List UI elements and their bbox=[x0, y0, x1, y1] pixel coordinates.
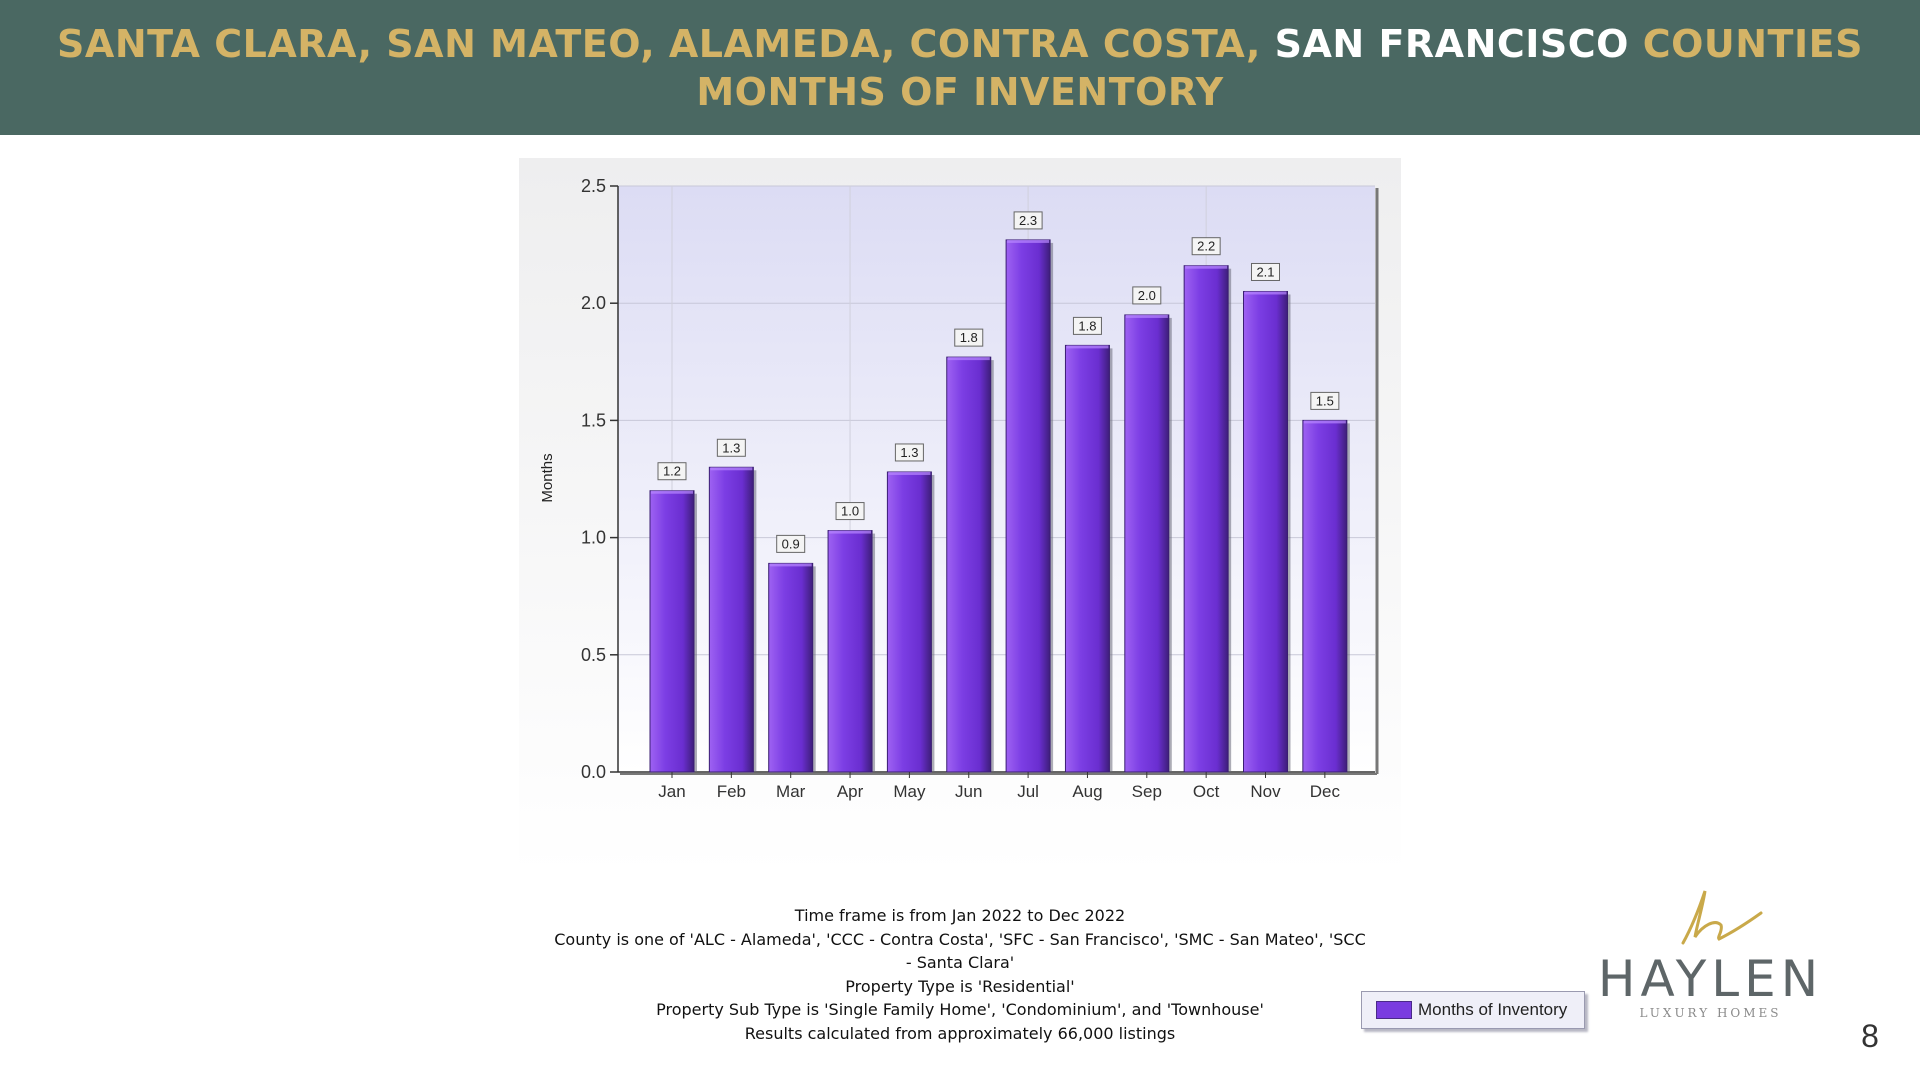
x-tick-label: Mar bbox=[776, 782, 806, 801]
y-axis-title: Months bbox=[539, 453, 556, 502]
bar-top-highlight bbox=[1125, 314, 1168, 318]
data-label: 1.8 bbox=[960, 330, 978, 345]
data-label-box bbox=[1072, 316, 1102, 335]
data-label: 2.3 bbox=[1019, 213, 1037, 228]
title-san-francisco: SAN FRANCISCO bbox=[1274, 21, 1629, 66]
title-banner: SANTA CLARA, SAN MATEO, ALAMEDA, CONTRA … bbox=[0, 0, 1920, 135]
x-tick-label: Nov bbox=[1250, 782, 1281, 801]
bar bbox=[1124, 314, 1170, 773]
data-label-box bbox=[1013, 211, 1043, 230]
data-label-box bbox=[1191, 237, 1221, 256]
bar bbox=[768, 562, 814, 773]
bar bbox=[1302, 419, 1348, 773]
legend-label: Months of Inventory bbox=[1418, 1000, 1568, 1019]
note-results: Results calculated from approximately 66… bbox=[744, 1023, 1176, 1043]
x-tick-label: Jan bbox=[658, 782, 685, 801]
data-label-box bbox=[894, 443, 924, 462]
bar-top-highlight bbox=[829, 530, 872, 534]
data-label-box bbox=[1310, 391, 1340, 410]
data-label: 1.3 bbox=[900, 445, 918, 460]
note-property-subtype: Property Sub Type is 'Single Family Home… bbox=[656, 1000, 1264, 1019]
bar-top-highlight bbox=[651, 490, 693, 494]
y-tick-label: 0.5 bbox=[581, 645, 606, 665]
data-label-box bbox=[776, 534, 806, 553]
data-label-box bbox=[835, 502, 865, 521]
y-tick-label: 1.0 bbox=[581, 528, 606, 548]
bar-top-highlight bbox=[769, 563, 812, 567]
chart-panel: 0.0 0.5 1.0 1.5 2.0 2.5 1.2 Jan 1.3 Feb 0.9 Mar 1.0 A… bbox=[519, 158, 1585, 1029]
x-tick-label: Feb bbox=[717, 782, 746, 801]
data-label: 1.5 bbox=[1316, 393, 1334, 408]
page-subtitle: MONTHS OF INVENTORY bbox=[696, 69, 1224, 114]
logo-name: HAYLEN bbox=[1597, 950, 1824, 1008]
data-label-box bbox=[716, 438, 746, 457]
data-label: 1.2 bbox=[663, 464, 681, 479]
bar-top-highlight bbox=[947, 357, 990, 361]
bar bbox=[827, 530, 873, 773]
x-tick-label: Jul bbox=[1017, 782, 1039, 801]
bar-top-highlight bbox=[888, 471, 931, 475]
note-county-cont: - Santa Clara' bbox=[905, 953, 1015, 972]
data-label-box bbox=[954, 328, 984, 347]
data-label-box bbox=[1251, 262, 1280, 281]
data-label-box bbox=[1132, 286, 1162, 305]
bar-top-highlight bbox=[1066, 345, 1109, 349]
bar-top-highlight bbox=[1007, 239, 1050, 243]
data-label: 2.2 bbox=[1197, 239, 1215, 254]
chart-notes: Time frame is from Jan 2022 to Dec 2022 … bbox=[520, 904, 1400, 1045]
bar-top-highlight bbox=[1303, 420, 1346, 424]
data-label-box bbox=[657, 462, 687, 481]
bar-chart: 0.0 0.5 1.0 1.5 2.0 2.5 1.2 Jan 1.3 Feb 0.9 Mar 1.0 A… bbox=[539, 176, 1379, 801]
logo-subtitle: LUXURY HOMES bbox=[1639, 1006, 1782, 1020]
bar bbox=[1183, 265, 1229, 773]
bar bbox=[708, 466, 754, 773]
note-county: County is one of 'ALC - Alameda', 'CCC -… bbox=[554, 929, 1366, 949]
bar bbox=[886, 471, 932, 773]
x-tick-label: Apr bbox=[837, 782, 864, 801]
bar bbox=[649, 490, 695, 773]
x-tick-label: Jun bbox=[955, 782, 982, 801]
x-tick-label: Oct bbox=[1193, 782, 1220, 801]
chart-legend: Months of Inventory bbox=[1361, 991, 1585, 1029]
title-counties-suffix: COUNTIES bbox=[1628, 21, 1863, 66]
data-label: 2.1 bbox=[1256, 264, 1274, 279]
x-tick-label: May bbox=[893, 782, 926, 801]
title-counties: SANTA CLARA, SAN MATEO, ALAMEDA, CONTRA … bbox=[57, 21, 1275, 66]
y-tick-label: 2.0 bbox=[581, 293, 606, 313]
bar-top-highlight bbox=[1244, 291, 1287, 295]
bar bbox=[946, 356, 992, 773]
note-property-type: Property Type is 'Residential' bbox=[845, 976, 1075, 996]
x-tick-label: Sep bbox=[1132, 782, 1162, 801]
x-tick-label: Aug bbox=[1072, 782, 1102, 801]
bar bbox=[1005, 239, 1051, 773]
bar bbox=[1243, 290, 1288, 773]
legend-swatch bbox=[1376, 1001, 1412, 1019]
note-time-frame: Time frame is from Jan 2022 to Dec 2022 bbox=[794, 906, 1126, 925]
data-label: 1.3 bbox=[722, 440, 740, 455]
haylen-logo-mark-icon bbox=[1681, 890, 1763, 945]
y-tick-label: 0.0 bbox=[581, 762, 606, 782]
y-tick-label: 2.5 bbox=[581, 176, 606, 196]
x-tick-label: Dec bbox=[1310, 782, 1341, 801]
data-label: 0.9 bbox=[782, 536, 800, 551]
y-tick-label: 1.5 bbox=[581, 410, 606, 430]
bar bbox=[1064, 344, 1110, 773]
data-label: 2.0 bbox=[1138, 288, 1156, 303]
bar-top-highlight bbox=[1185, 265, 1228, 269]
bar-top-highlight bbox=[710, 467, 753, 471]
page-title: SANTA CLARA, SAN MATEO, ALAMEDA, CONTRA … bbox=[57, 20, 1863, 68]
data-label: 1.8 bbox=[1078, 318, 1096, 333]
data-label: 1.0 bbox=[841, 504, 859, 519]
page-number: 8 bbox=[1861, 1018, 1879, 1054]
